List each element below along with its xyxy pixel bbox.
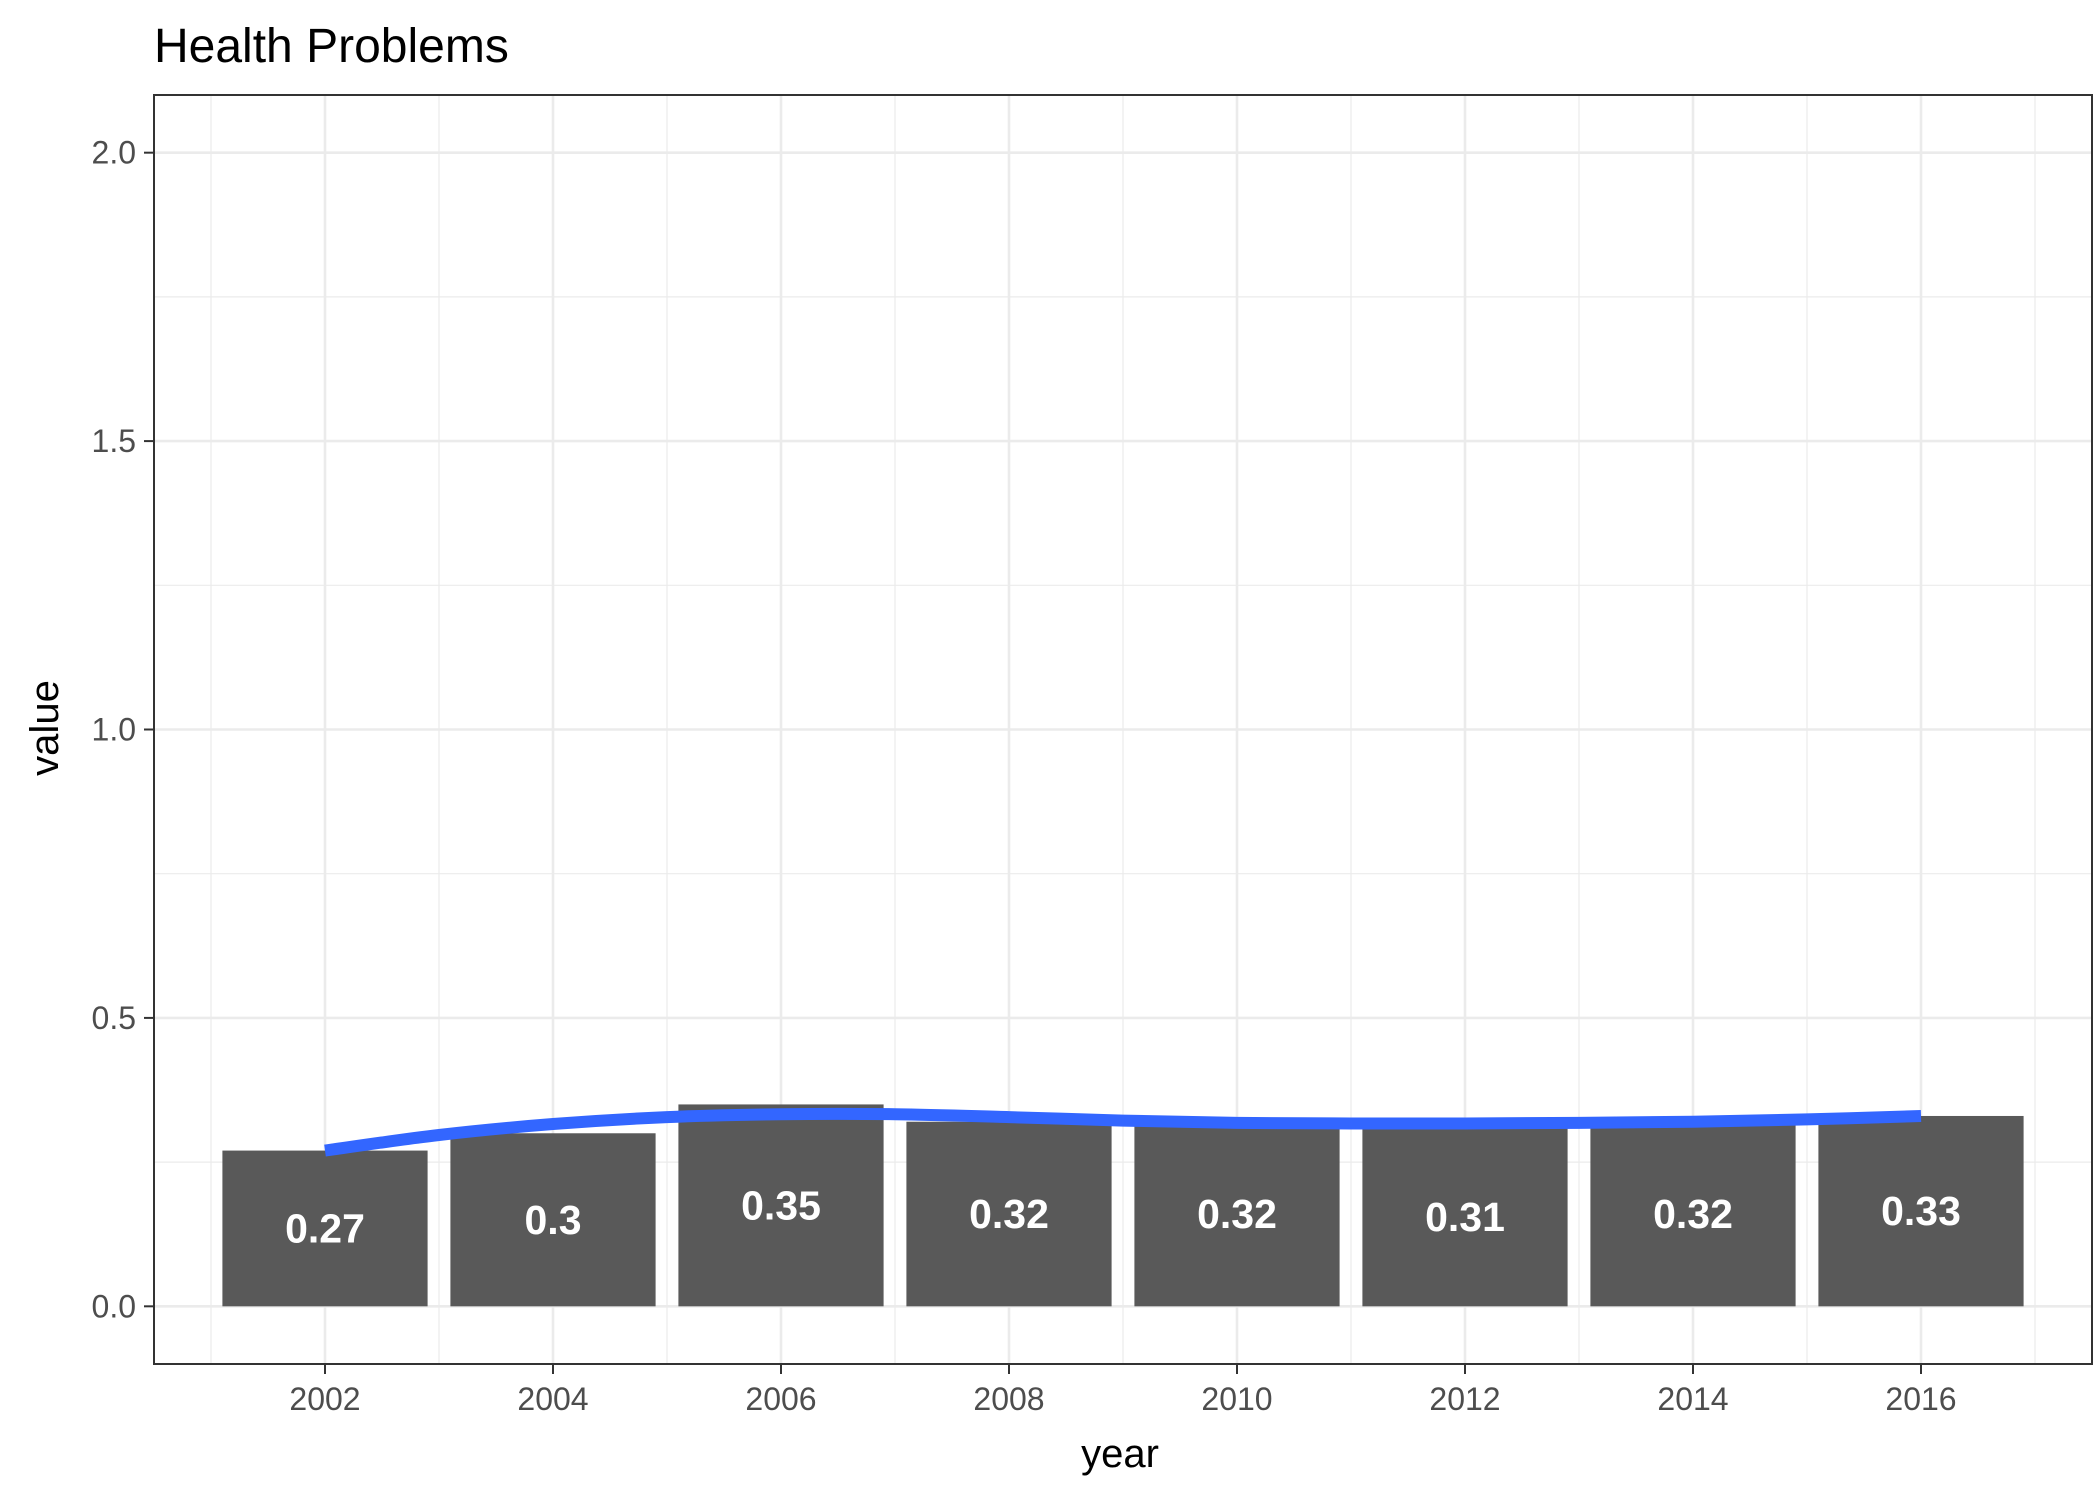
- bar: [450, 1133, 656, 1307]
- bar: [222, 1150, 428, 1307]
- x-axis: 2002 2004 2006 2008 2010 2012 2014 2016: [289, 1364, 1957, 1417]
- x-tick-label: 2004: [517, 1381, 588, 1417]
- y-axis-title: value: [23, 680, 67, 776]
- y-axis: 0.0 0.5 1.0 1.5 2.0: [92, 135, 154, 1324]
- chart-title: Health Problems: [154, 20, 509, 73]
- bar: [678, 1104, 884, 1307]
- y-tick-label: 1.5: [92, 423, 136, 459]
- bar: [1134, 1121, 1340, 1307]
- x-tick-label: 2006: [745, 1381, 816, 1417]
- bar-value-label: 0.35: [741, 1182, 821, 1228]
- x-tick-label: 2016: [1885, 1381, 1956, 1417]
- y-tick-label: 2.0: [92, 135, 136, 171]
- bar: [1590, 1121, 1796, 1307]
- bar-value-label: 0.33: [1881, 1188, 1961, 1234]
- bar: [1362, 1127, 1568, 1307]
- trend-line: [324, 1107, 1922, 1157]
- bar-value-label: 0.32: [1653, 1191, 1733, 1237]
- bar-value-label: 0.32: [969, 1191, 1049, 1237]
- bar-labels: 0.27 0.3 0.35 0.32 0.32 0.31 0.32 0.33: [285, 1182, 1961, 1251]
- x-tick-label: 2008: [973, 1381, 1044, 1417]
- x-tick-label: 2014: [1657, 1381, 1728, 1417]
- grid: [154, 95, 2092, 1364]
- x-tick-label: 2010: [1201, 1381, 1272, 1417]
- x-tick-label: 2002: [289, 1381, 360, 1417]
- x-tick-label: 2012: [1429, 1381, 1500, 1417]
- y-tick-label: 0.0: [92, 1288, 136, 1324]
- bar: [906, 1121, 1112, 1307]
- bar-value-label: 0.3: [525, 1197, 582, 1243]
- bar-value-label: 0.27: [285, 1205, 365, 1251]
- bar-value-label: 0.32: [1197, 1191, 1277, 1237]
- y-tick-label: 0.5: [92, 1000, 136, 1036]
- bar-value-label: 0.31: [1425, 1194, 1505, 1240]
- bars: [222, 1104, 2024, 1307]
- x-axis-title: year: [1081, 1432, 1159, 1476]
- bar: [1818, 1115, 2024, 1307]
- y-tick-label: 1.0: [92, 712, 136, 748]
